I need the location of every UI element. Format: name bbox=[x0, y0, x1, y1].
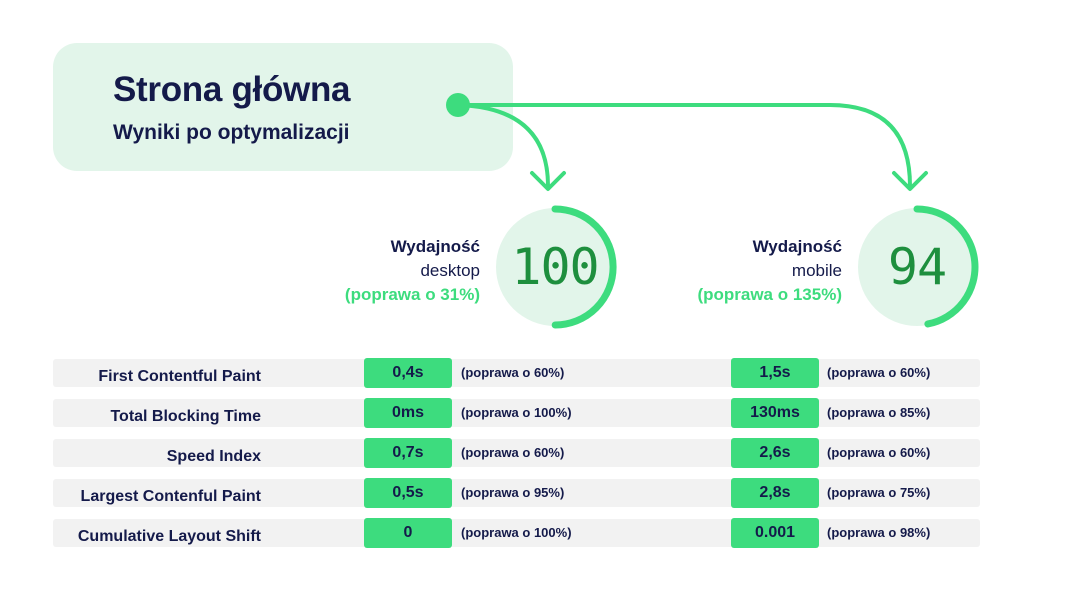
desktop-score-improvement: (poprawa o 31%) bbox=[344, 285, 480, 304]
mobile-metric-improvement: (poprawa o 75%) bbox=[827, 485, 931, 500]
mobile-device-label: mobile bbox=[791, 261, 842, 280]
desktop-score-value: 100 bbox=[511, 238, 599, 296]
mobile-score-label: Wydajność mobile (poprawa o 135%) bbox=[697, 235, 842, 307]
desktop-score-gauge: 100 bbox=[493, 205, 623, 335]
metric-row-speed-index: Speed Index 0,7s (poprawa o 60%) 2,6s (p… bbox=[53, 438, 980, 468]
mobile-metric-value: 2,8s bbox=[731, 478, 819, 508]
connector-origin-dot bbox=[446, 93, 470, 117]
mobile-metric-improvement: (poprawa o 85%) bbox=[827, 405, 931, 420]
metric-name: First Contentful Paint bbox=[98, 368, 261, 385]
desktop-metric-value: 0,7s bbox=[364, 438, 452, 468]
metric-row-cls: Cumulative Layout Shift 0 (poprawa o 100… bbox=[53, 518, 980, 548]
desktop-score-title: Wydajność bbox=[390, 237, 480, 256]
mobile-score-title: Wydajność bbox=[752, 237, 842, 256]
metric-name: Largest Contenful Paint bbox=[80, 488, 261, 505]
desktop-gauge-arc bbox=[551, 205, 617, 329]
desktop-score-label: Wydajność desktop (poprawa o 31%) bbox=[345, 235, 480, 307]
desktop-metric-improvement: (poprawa o 100%) bbox=[461, 525, 572, 540]
mobile-metric-value: 2,6s bbox=[731, 438, 819, 468]
mobile-metric-value: 130ms bbox=[731, 398, 819, 428]
connector-mobile-path bbox=[456, 103, 912, 188]
mobile-score-value: 94 bbox=[887, 238, 947, 296]
page-title: Strona główna bbox=[113, 70, 351, 109]
page-subtitle: Wyniki po optymalizacji bbox=[113, 121, 350, 144]
mobile-metric-value: 0.001 bbox=[731, 518, 819, 548]
desktop-metric-value: 0ms bbox=[364, 398, 452, 428]
desktop-metric-improvement: (poprawa o 95%) bbox=[461, 485, 565, 500]
mobile-metric-value: 1,5s bbox=[731, 358, 819, 388]
mobile-score-gauge: 94 bbox=[855, 205, 985, 335]
desktop-metric-value: 0,4s bbox=[364, 358, 452, 388]
desktop-device-label: desktop bbox=[420, 261, 480, 280]
metric-row-tbt: Total Blocking Time 0ms (poprawa o 100%)… bbox=[53, 398, 980, 428]
metric-name: Total Blocking Time bbox=[110, 408, 261, 425]
desktop-metric-improvement: (poprawa o 100%) bbox=[461, 405, 572, 420]
desktop-metric-value: 0 bbox=[364, 518, 452, 548]
arrowhead-mobile-icon bbox=[892, 171, 928, 191]
metric-name: Cumulative Layout Shift bbox=[77, 528, 261, 545]
desktop-metric-improvement: (poprawa o 60%) bbox=[461, 365, 565, 380]
metric-row-fcp: First Contentful Paint 0,4s (poprawa o 6… bbox=[53, 358, 980, 388]
mobile-score-improvement: (poprawa o 135%) bbox=[697, 285, 842, 304]
mobile-metric-improvement: (poprawa o 60%) bbox=[827, 445, 931, 460]
mobile-metric-improvement: (poprawa o 98%) bbox=[827, 525, 931, 540]
mobile-metric-improvement: (poprawa o 60%) bbox=[827, 365, 931, 380]
metric-row-lcp: Largest Contenful Paint 0,5s (poprawa o … bbox=[53, 478, 980, 508]
desktop-gauge-arc-svg bbox=[551, 205, 617, 329]
desktop-metric-value: 0,5s bbox=[364, 478, 452, 508]
desktop-metric-improvement: (poprawa o 60%) bbox=[461, 445, 565, 460]
mobile-gauge-arc bbox=[913, 205, 979, 328]
metric-name: Speed Index bbox=[166, 448, 261, 465]
header-card: Strona główna Wyniki po optymalizacji bbox=[53, 43, 513, 171]
arrowhead-desktop-icon bbox=[530, 171, 566, 191]
mobile-gauge-arc-svg bbox=[913, 205, 979, 328]
